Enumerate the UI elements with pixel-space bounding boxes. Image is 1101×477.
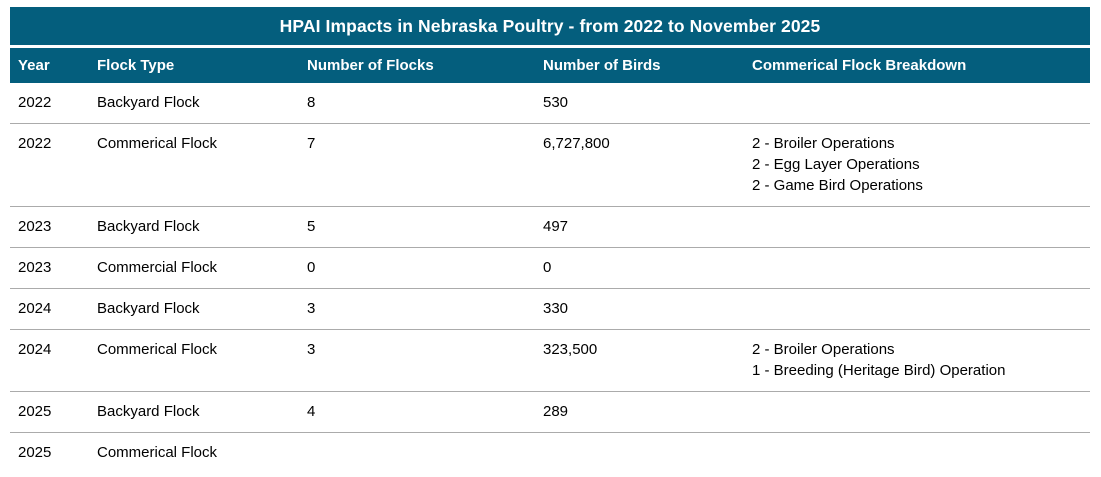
breakdown-cell <box>744 83 1090 124</box>
year-cell: 2023 <box>10 206 89 248</box>
table-body: 2022 Backyard Flock 8 530 2022 Commerical Flo… <box>10 83 1090 473</box>
year-cell: 2024 <box>10 288 89 330</box>
year-cell: 2025 <box>10 391 89 433</box>
number-of-birds-cell: 530 <box>535 83 744 124</box>
hpai-impacts-table: Year Flock Type Number of Flocks Number of … <box>10 48 1090 473</box>
number-of-flocks-cell: 8 <box>299 83 535 124</box>
flock-type-cell: Commercial Flock <box>89 247 299 289</box>
number-of-birds-cell: 497 <box>535 206 744 248</box>
table-row: 2023 Backyard Flock 5 497 <box>10 206 1090 248</box>
flock-type-column-header: Flock Type <box>89 48 299 83</box>
breakdown-cell: 2 - Broiler Operations 1 - Breeding (Heri… <box>744 329 1090 392</box>
number-of-flocks-cell: 7 <box>299 123 535 207</box>
table-row: 2022 Commerical Flock 7 6,727,800 2 - Broile… <box>10 123 1090 207</box>
year-cell: 2022 <box>10 123 89 207</box>
number-of-flocks-column-header: Number of Flocks <box>299 48 535 83</box>
number-of-birds-cell: 323,500 <box>535 329 744 392</box>
flock-type-cell: Commerical Flock <box>89 123 299 207</box>
number-of-flocks-cell: 0 <box>299 247 535 289</box>
header-row: Year Flock Type Number of Flocks Number of … <box>10 48 1090 83</box>
year-column-header: Year <box>10 48 89 83</box>
number-of-birds-cell: 0 <box>535 247 744 289</box>
table-header: Year Flock Type Number of Flocks Number of … <box>10 48 1090 83</box>
flock-type-cell: Backyard Flock <box>89 288 299 330</box>
table-row: 2022 Backyard Flock 8 530 <box>10 83 1090 124</box>
number-of-flocks-cell: 4 <box>299 391 535 433</box>
flock-type-cell: Commerical Flock <box>89 329 299 392</box>
flock-type-cell: Backyard Flock <box>89 83 299 124</box>
table-row: 2024 Commerical Flock 3 323,500 2 - Broiler … <box>10 329 1090 392</box>
flock-type-cell: Backyard Flock <box>89 391 299 433</box>
table-title: HPAI Impacts in Nebraska Poultry - from … <box>10 7 1090 45</box>
number-of-birds-cell: 330 <box>535 288 744 330</box>
number-of-flocks-cell: 5 <box>299 206 535 248</box>
breakdown-cell: 2 - Broiler Operations 2 - Egg Layer Oper… <box>744 123 1090 207</box>
breakdown-cell <box>744 433 1090 474</box>
breakdown-line: 2 - Broiler Operations <box>752 135 895 152</box>
flock-type-cell: Backyard Flock <box>89 206 299 248</box>
number-of-flocks-cell: 3 <box>299 329 535 392</box>
year-cell: 2024 <box>10 329 89 392</box>
number-of-birds-cell: 289 <box>535 391 744 433</box>
table-row: 2025 Commerical Flock <box>10 433 1090 474</box>
breakdown-cell <box>744 391 1090 433</box>
breakdown-cell <box>744 206 1090 248</box>
commerical-flock-breakdown-column-header: Commerical Flock Breakdown <box>744 48 1090 83</box>
breakdown-line: 2 - Broiler Operations <box>752 341 895 358</box>
year-cell: 2022 <box>10 83 89 124</box>
number-of-birds-cell <box>535 433 744 474</box>
flock-type-cell: Commerical Flock <box>97 444 218 461</box>
table-row: 2025 Backyard Flock 4 289 <box>10 391 1090 433</box>
number-of-flocks-cell <box>299 433 535 474</box>
year-cell: 2025 <box>18 444 52 461</box>
breakdown-cell <box>744 247 1090 289</box>
number-of-birds-cell: 6,727,800 <box>535 123 744 207</box>
breakdown-line: 1 - Breeding (Heritage Bird) Operation <box>752 362 1006 379</box>
breakdown-line: 2 - Egg Layer Operations <box>752 156 920 173</box>
breakdown-cell <box>744 288 1090 330</box>
table-row: 2023 Commercial Flock 0 0 <box>10 247 1090 289</box>
breakdown-line: 2 - Game Bird Operations <box>752 177 923 194</box>
number-of-birds-column-header: Number of Birds <box>535 48 744 83</box>
table-row: 2024 Backyard Flock 3 330 <box>10 288 1090 330</box>
year-cell: 2023 <box>10 247 89 289</box>
number-of-flocks-cell: 3 <box>299 288 535 330</box>
